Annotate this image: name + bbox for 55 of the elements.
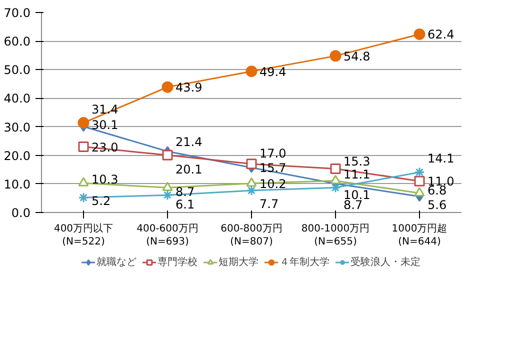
data-label: 54.8 [344, 49, 370, 64]
y-tick-label: 30.0 [4, 120, 30, 134]
data-label: 62.4 [428, 28, 454, 42]
point [246, 66, 258, 78]
point [162, 81, 174, 93]
point [414, 166, 425, 178]
data-label: 8.7 [344, 198, 363, 212]
legend-label: 短期大学 [218, 256, 258, 269]
point [78, 117, 90, 129]
data-label: 43.9 [176, 80, 202, 95]
point [330, 182, 341, 193]
point [246, 158, 257, 170]
point [78, 192, 89, 203]
data-label: 5.2 [92, 194, 111, 208]
point [330, 50, 342, 62]
data-label: 7.7 [260, 197, 279, 211]
data-label: 17.0 [260, 146, 286, 160]
data-label: 30.1 [92, 118, 118, 132]
point [414, 28, 426, 40]
point [330, 174, 341, 184]
point [162, 182, 173, 191]
data-label: 31.4 [92, 102, 118, 116]
point [330, 164, 341, 174]
point [246, 185, 257, 196]
legend-label: 専門学校 [158, 256, 198, 269]
data-label: 14.1 [428, 152, 454, 166]
point [78, 142, 89, 152]
x-tick-label: 400-600万円 (N=693) [136, 224, 198, 248]
point [78, 177, 89, 186]
data-label: 21.4 [176, 134, 202, 149]
y-tick-label: 10.0 [4, 177, 30, 192]
data-label: 15.3 [344, 154, 370, 168]
x-tick-label: 800-1000万円 (N=655) [301, 224, 370, 248]
y-tick-label: 40.0 [4, 92, 30, 106]
y-tick-label: 60.0 [4, 34, 30, 49]
data-label: 6.1 [176, 198, 195, 212]
x-tick-label: 400万円以下 (N=522) [54, 222, 114, 248]
y-tick-label: 20.0 [4, 148, 30, 163]
point [414, 176, 425, 186]
y-tick-label: 0.0 [11, 206, 31, 220]
data-label: 5.6 [428, 198, 447, 212]
y-tick-label: 70.0 [4, 6, 30, 20]
legend-label: 受験浪人・未定 [350, 256, 420, 269]
point [162, 190, 173, 200]
data-label: 10.3 [92, 172, 118, 187]
point [162, 150, 173, 160]
y-tick-label: 50.0 [4, 63, 30, 78]
data-label: 49.4 [260, 64, 286, 79]
x-tick-label: 1000万円超 (N=644) [392, 222, 448, 248]
legend-label: ４年制大学 [280, 256, 330, 269]
point [414, 187, 425, 196]
data-label: 20.1 [176, 162, 202, 177]
x-tick-label: 600-800万円 (N=807) [220, 224, 282, 248]
legend-label: 就職など [96, 256, 136, 269]
point [246, 177, 257, 187]
